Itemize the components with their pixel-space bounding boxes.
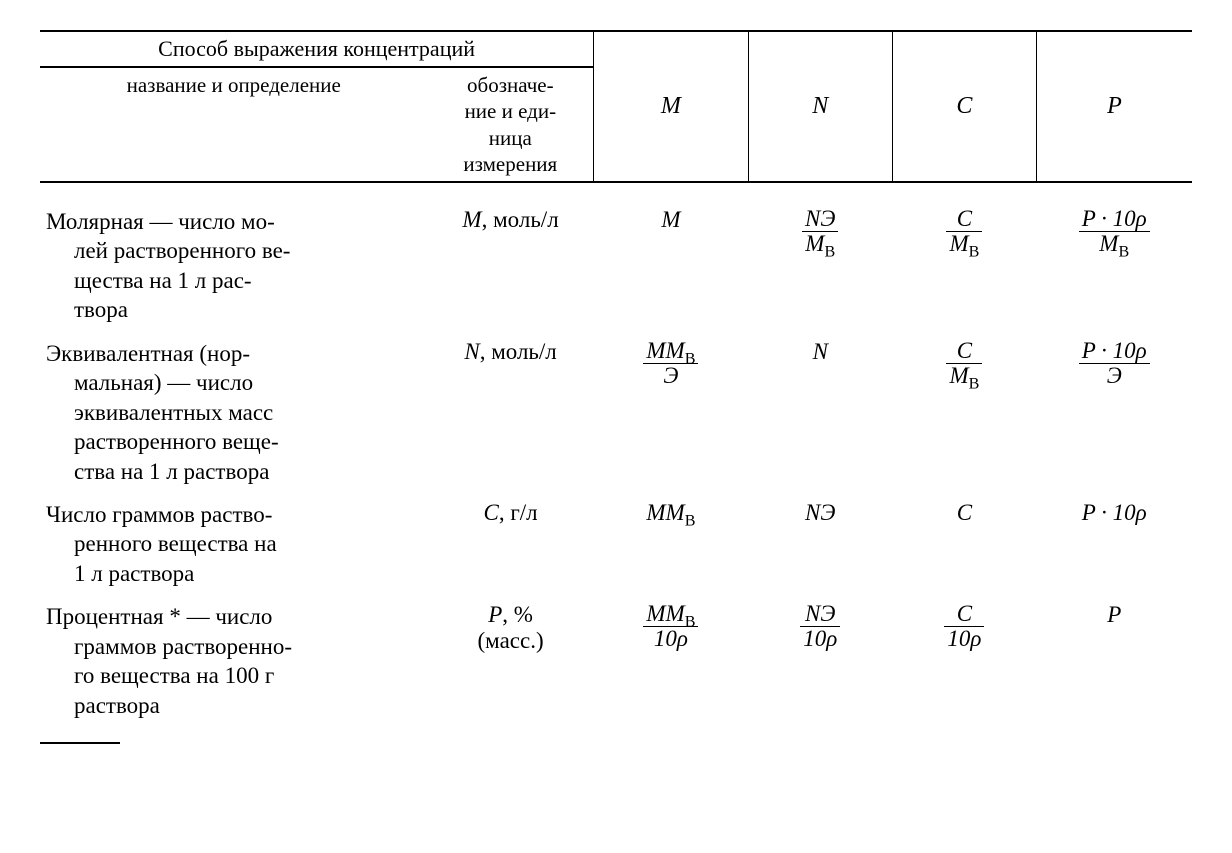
row-desc: Число граммов раство- ренного вещества н… <box>40 490 427 592</box>
cell-C: C <box>892 490 1036 592</box>
footnote-rule <box>40 742 120 744</box>
cell-C: CMВ <box>892 329 1036 490</box>
cell-N: NЭ10ρ <box>748 592 892 724</box>
row-desc: Молярная — число мо- лей растворенного в… <box>40 197 427 329</box>
col-head-C: C <box>892 31 1036 182</box>
cell-M: MMВЭ <box>594 329 748 490</box>
cell-N: N <box>748 329 892 490</box>
header-unit-label: обозначе- ние и еди- ница измерения <box>427 67 593 182</box>
row-unit: P, % (масс.) <box>427 592 593 724</box>
col-head-N: N <box>748 31 892 182</box>
cell-N: NЭMВ <box>748 197 892 329</box>
concentration-table: Способ выражения концентраций M N C P на… <box>40 30 1192 724</box>
row-desc: Эквивалентная (нор- мальная) — число экв… <box>40 329 427 490</box>
col-head-P: P <box>1037 31 1192 182</box>
header-rule <box>40 182 1192 197</box>
cell-P: P · 10ρMВ <box>1037 197 1192 329</box>
row-unit: N, моль/л <box>427 329 593 490</box>
row-unit: M, моль/л <box>427 197 593 329</box>
cell-C: C10ρ <box>892 592 1036 724</box>
cell-C: CMВ <box>892 197 1036 329</box>
cell-M: M <box>594 197 748 329</box>
row-desc: Процентная * — число граммов растворенно… <box>40 592 427 724</box>
cell-P: P · 10ρЭ <box>1037 329 1192 490</box>
cell-M: MMВ <box>594 490 748 592</box>
cell-P: P · 10ρ <box>1037 490 1192 592</box>
col-head-M: M <box>594 31 748 182</box>
table-row: Эквивалентная (нор- мальная) — число экв… <box>40 329 1192 490</box>
cell-P: P <box>1037 592 1192 724</box>
table-row: Процентная * — число граммов растворенно… <box>40 592 1192 724</box>
header-name-def: название и определение <box>40 67 427 182</box>
row-unit: C, г/л <box>427 490 593 592</box>
table-body: Молярная — число мо- лей растворенного в… <box>40 197 1192 724</box>
table-row: Молярная — число мо- лей растворенного в… <box>40 197 1192 329</box>
cell-N: NЭ <box>748 490 892 592</box>
cell-M: MMВ10ρ <box>594 592 748 724</box>
header-spanning: Способ выражения концентраций <box>40 31 594 67</box>
table-row: Число граммов раство- ренного вещества н… <box>40 490 1192 592</box>
